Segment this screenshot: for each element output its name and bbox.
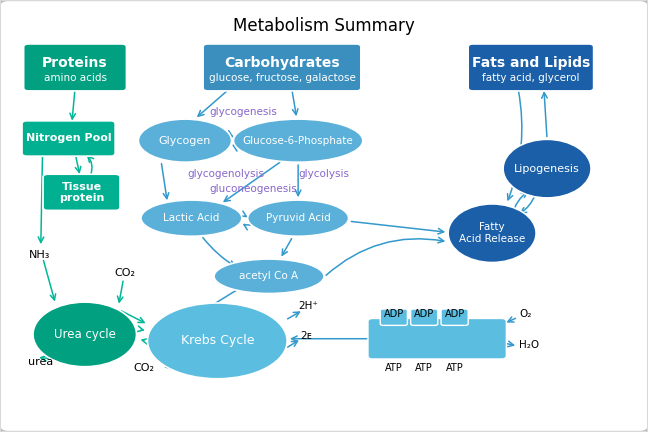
Text: Glycogen: Glycogen [159, 136, 211, 146]
Text: ATP: ATP [415, 362, 433, 372]
Text: fatty acid, glycerol: fatty acid, glycerol [482, 73, 580, 83]
Text: Lactic Acid: Lactic Acid [163, 213, 220, 223]
Ellipse shape [148, 303, 287, 379]
Text: Metabolism Summary: Metabolism Summary [233, 17, 415, 35]
FancyBboxPatch shape [203, 44, 361, 91]
Ellipse shape [503, 140, 591, 198]
Ellipse shape [448, 204, 536, 263]
Text: Fatty
Acid Release: Fatty Acid Release [459, 222, 526, 244]
Text: Lipogenesis: Lipogenesis [515, 164, 580, 174]
Text: Nitrogen Pool: Nitrogen Pool [26, 133, 111, 143]
Text: H₂O: H₂O [519, 340, 539, 350]
FancyBboxPatch shape [411, 309, 438, 325]
FancyBboxPatch shape [22, 121, 115, 156]
FancyBboxPatch shape [23, 44, 126, 91]
Text: Glucose-6-Phosphate: Glucose-6-Phosphate [243, 136, 354, 146]
Ellipse shape [33, 302, 137, 367]
Text: Krebs Cycle: Krebs Cycle [181, 334, 254, 347]
FancyBboxPatch shape [441, 309, 469, 325]
Text: amino acids: amino acids [43, 73, 106, 83]
FancyBboxPatch shape [380, 309, 408, 325]
Text: ATP: ATP [446, 362, 463, 372]
Text: Proteins: Proteins [42, 56, 108, 70]
Text: Fats and Lipids: Fats and Lipids [472, 56, 590, 70]
FancyBboxPatch shape [368, 318, 506, 359]
Text: glucose, fructose, galactose: glucose, fructose, galactose [209, 73, 355, 83]
Text: 2ᴇ: 2ᴇ [300, 331, 312, 341]
Text: ADP: ADP [414, 309, 434, 319]
Text: 2H⁺: 2H⁺ [299, 302, 318, 311]
Text: NH₃: NH₃ [29, 250, 50, 260]
FancyBboxPatch shape [43, 174, 120, 210]
FancyBboxPatch shape [469, 44, 594, 91]
Text: O₂: O₂ [519, 309, 531, 319]
Ellipse shape [233, 119, 363, 162]
Text: Pyruvid Acid: Pyruvid Acid [266, 213, 330, 223]
Text: CO₂: CO₂ [133, 362, 155, 372]
Text: glycogenesis: glycogenesis [209, 107, 277, 117]
Ellipse shape [214, 259, 324, 293]
Text: glycogenolysis: glycogenolysis [187, 169, 264, 179]
Text: acetyl Co A: acetyl Co A [240, 271, 299, 281]
Text: gluconeogenesis: gluconeogenesis [209, 184, 297, 194]
Text: ATP: ATP [385, 362, 402, 372]
Text: urea: urea [28, 356, 53, 366]
Text: Tissue
protein: Tissue protein [59, 181, 104, 203]
Text: Carbohydrates: Carbohydrates [224, 56, 340, 70]
Text: ADP: ADP [384, 309, 404, 319]
Text: Urea cycle: Urea cycle [54, 328, 116, 341]
Ellipse shape [139, 119, 231, 162]
Text: glycolysis: glycolysis [299, 169, 349, 179]
Ellipse shape [141, 200, 242, 236]
Text: ADP: ADP [445, 309, 465, 319]
Ellipse shape [248, 200, 349, 236]
Text: CO₂: CO₂ [114, 268, 135, 278]
